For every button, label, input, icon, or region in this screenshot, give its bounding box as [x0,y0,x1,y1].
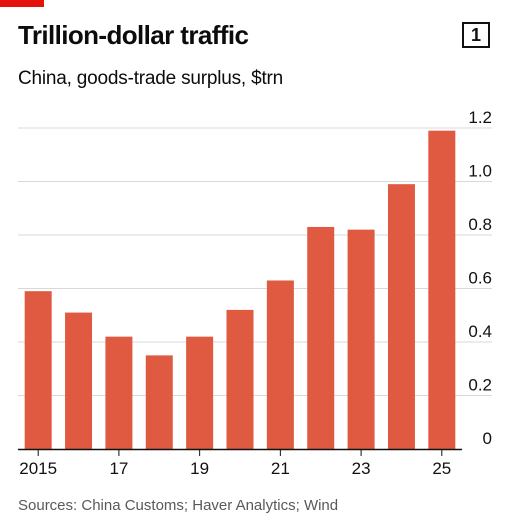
source-note: Sources: China Customs; Haver Analytics;… [18,497,339,514]
y-tick-label: 0.4 [468,322,492,341]
y-tick-label: 0.6 [468,269,492,288]
bar-2022 [307,226,335,449]
bar-2017 [105,336,133,449]
x-tick-label: 17 [109,459,128,478]
bar-2024 [387,184,415,450]
chart-title: Trillion-dollar traffic [18,20,249,50]
y-tick-label: 1.2 [468,108,492,127]
bar-2021 [266,280,294,449]
y-tick-label: 0.8 [468,215,492,234]
bar-2025 [428,130,456,450]
y-tick-label: 0 [483,429,492,448]
x-tick-label: 21 [271,459,290,478]
x-tick-label: 19 [190,459,209,478]
y-tick-label: 0.2 [468,376,492,395]
bar-2019 [186,336,214,449]
x-tick-label: 2015 [19,459,57,478]
chart-number-badge: 1 [462,22,490,48]
y-tick-label: 1.0 [468,162,492,181]
bar-2015 [24,291,52,449]
brand-accent-bar [0,0,44,7]
chart-subtitle: China, goods-trade surplus, $trn [18,68,284,89]
bar-2020 [226,309,254,449]
x-tick-label: 25 [432,459,451,478]
bar-2018 [145,355,173,449]
bar-2023 [347,229,375,449]
bar-2016 [65,312,93,449]
x-tick-label: 23 [352,459,371,478]
